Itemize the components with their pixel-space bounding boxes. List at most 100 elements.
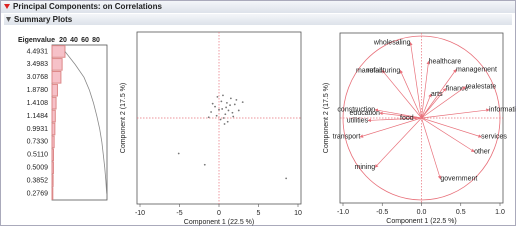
score-point [241, 101, 244, 104]
bar [51, 96, 57, 110]
loading-label: finance [446, 85, 469, 92]
x-axis-label: Component 1 (22.5 %) [386, 218, 456, 225]
loading-label: government [440, 176, 477, 183]
x-tick-label: 5 [257, 210, 261, 217]
score-point [216, 95, 219, 98]
score-point [225, 106, 228, 109]
loading-arrow [399, 69, 422, 119]
score-point [220, 100, 223, 103]
loading-arrow [421, 117, 442, 180]
eigenvalue-label: 4.4931 [27, 48, 49, 55]
loading-arrow [421, 117, 482, 138]
x-tick-label: 20 [59, 37, 67, 44]
loading-label: transport [333, 134, 361, 141]
loading-label: management [456, 66, 497, 73]
score-point [218, 108, 220, 111]
score-point [237, 109, 240, 112]
red-triangle-menu[interactable] [4, 4, 10, 9]
score-point [211, 102, 214, 105]
loading-arrow [421, 93, 432, 119]
score-point [229, 97, 232, 100]
eigenvalue-label: 0.7330 [27, 139, 49, 146]
loading-label: mining [355, 164, 376, 171]
loading-label: manufacturing [356, 67, 400, 74]
loading-label: construction [337, 107, 375, 114]
loading-arrow [421, 87, 447, 119]
x-tick-label: 0 [217, 210, 221, 217]
loading-arrow [367, 117, 422, 123]
loading-arrow [421, 117, 475, 152]
score-point [223, 123, 226, 125]
y-axis-label: Component 2 (17.5 %) [120, 83, 127, 153]
disclosure-triangle[interactable] [6, 17, 11, 22]
loading-arrow [381, 69, 422, 119]
bar [51, 83, 58, 97]
loading-label: education [350, 110, 380, 117]
loading-label: utilities [347, 117, 369, 124]
bar [51, 174, 54, 187]
loading-arrow [421, 86, 467, 119]
column-header: Eigenvalue [18, 37, 55, 44]
report-window: Principal Components: on Correlations Su… [0, 0, 516, 226]
loading-label: information [489, 107, 516, 114]
loading-arrow [421, 60, 430, 119]
eigenvalue-label: 1.4108 [27, 100, 49, 107]
score-point [222, 94, 224, 97]
loading-label: realestate [465, 84, 496, 91]
x-tick-label: -10 [135, 210, 145, 217]
x-tick-label: 60 [81, 37, 89, 44]
score-point [177, 152, 180, 155]
score-point [226, 102, 228, 104]
loading-label: arts [431, 91, 443, 98]
bar [51, 58, 63, 71]
eigenvalue-label: 0.5110 [27, 152, 48, 159]
score-point [227, 109, 230, 112]
report-title: Principal Components: on Correlations [13, 2, 162, 11]
loading-arrow [421, 108, 490, 119]
score-point [219, 118, 222, 121]
loading-label: other [474, 148, 491, 155]
x-tick-label: 40 [70, 37, 78, 44]
score-point [231, 111, 234, 114]
score-point [207, 116, 210, 119]
loading-label: wholesaling [373, 39, 411, 46]
score-point [214, 105, 216, 108]
eigenvalue-label: 1.8780 [27, 87, 49, 94]
eigenvalue-label: 3.0768 [27, 74, 49, 81]
x-tick-label: -1.0 [337, 209, 349, 216]
loading-label: healthcare [429, 58, 462, 65]
loading-label: food [400, 115, 414, 122]
x-tick-label: 0.0 [417, 209, 427, 216]
x-tick-label: 0.5 [456, 209, 466, 216]
loading-arrow [409, 41, 422, 119]
loading-arrow [421, 69, 457, 119]
score-point [235, 98, 238, 101]
x-axis-label: Component 1 (22.5 %) [184, 219, 254, 226]
eigenvalue-label: 0.3852 [27, 177, 49, 184]
x-tick-label: 10 [294, 210, 302, 217]
eigenvalue-label: 3.4983 [27, 61, 49, 68]
eigenvalue-label: 0.2769 [27, 190, 49, 197]
score-point [210, 111, 213, 113]
score-point [203, 163, 206, 166]
bar [51, 45, 66, 58]
bar [51, 187, 54, 200]
x-tick-label: -0.5 [376, 209, 388, 216]
cumulative-line [64, 51, 108, 194]
outline-title: Summary Plots [14, 15, 73, 24]
header-bar [1, 1, 515, 13]
bar [51, 109, 56, 123]
bar [51, 148, 54, 162]
loading-label: services [481, 134, 507, 141]
outline-bar [4, 14, 512, 25]
eigenvalue-label: 0.9931 [27, 126, 49, 133]
x-tick-label: -5 [176, 210, 182, 217]
score-point [229, 104, 231, 107]
loading-arrow [374, 117, 422, 168]
score-point [226, 120, 229, 123]
score-point [232, 115, 235, 118]
loading-label: retail [367, 67, 383, 74]
loading-arrow [359, 117, 422, 138]
eigenvalue-label: 0.5009 [27, 165, 49, 172]
eigenvalue-label: 1.1484 [27, 113, 49, 120]
